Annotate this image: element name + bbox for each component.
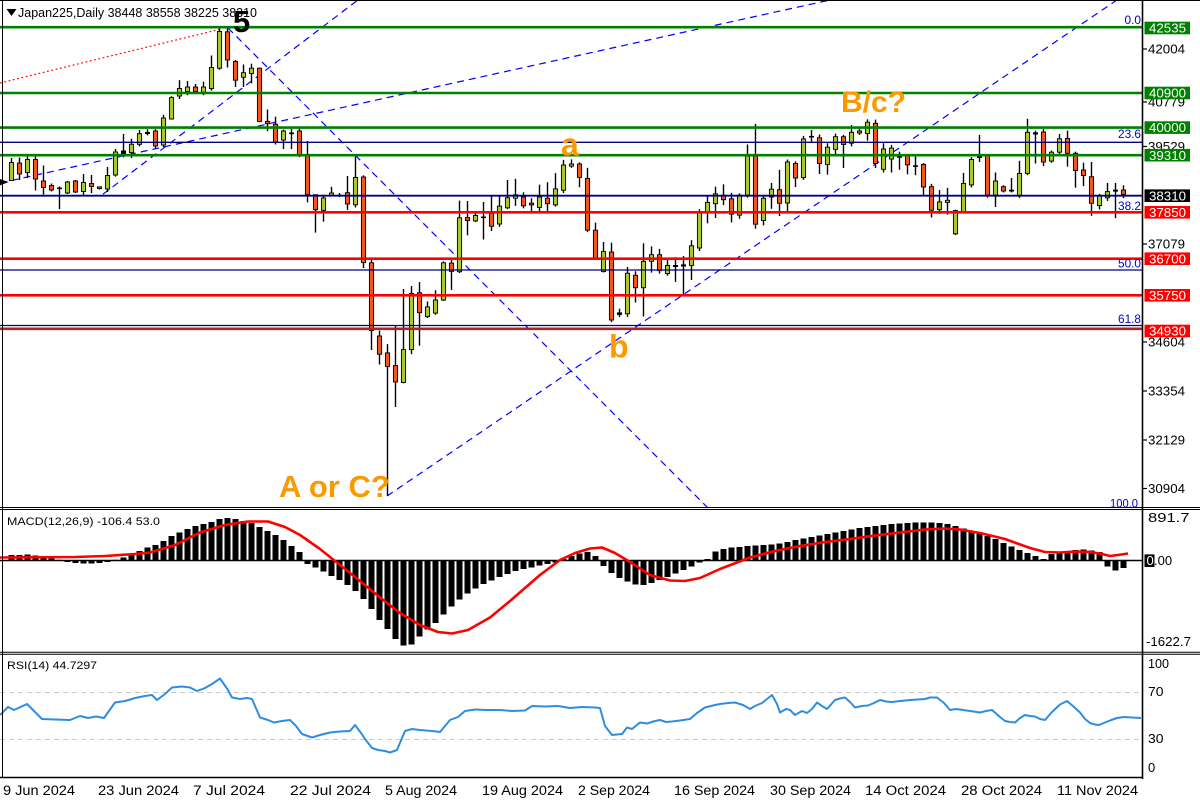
svg-text:A or C?: A or C? [279, 469, 390, 504]
svg-text:33354: 33354 [1148, 384, 1185, 399]
svg-text:61.8: 61.8 [1118, 312, 1141, 326]
svg-text:39310: 39310 [1149, 148, 1186, 163]
svg-text:37850: 37850 [1149, 205, 1186, 220]
svg-text:.00: .00 [1154, 553, 1172, 568]
svg-text:37079: 37079 [1148, 237, 1185, 252]
svg-text:22 Jul 2024: 22 Jul 2024 [290, 783, 372, 798]
svg-text:5 Aug 2024: 5 Aug 2024 [385, 783, 458, 798]
svg-text:34604: 34604 [1148, 335, 1185, 350]
svg-text:30904: 30904 [1148, 481, 1185, 496]
svg-text:16 Sep 2024: 16 Sep 2024 [674, 783, 756, 798]
svg-text:0: 0 [1148, 760, 1155, 775]
svg-text:7 Jul 2024: 7 Jul 2024 [193, 783, 266, 798]
svg-text:34930: 34930 [1149, 324, 1186, 339]
svg-text:40900: 40900 [1149, 86, 1186, 101]
svg-text:5: 5 [233, 4, 250, 39]
svg-text:36700: 36700 [1149, 251, 1186, 266]
svg-text:23.6: 23.6 [1118, 127, 1141, 141]
svg-text:b: b [609, 329, 629, 365]
svg-text:MACD(12,26,9) -106.4 53.0: MACD(12,26,9) -106.4 53.0 [7, 516, 160, 528]
svg-text:11 Nov 2024: 11 Nov 2024 [1057, 783, 1139, 798]
svg-text:30 Sep 2024: 30 Sep 2024 [770, 783, 852, 798]
svg-text:38310: 38310 [1149, 188, 1186, 203]
svg-text:14 Oct 2024: 14 Oct 2024 [865, 783, 947, 798]
svg-text:a: a [561, 127, 579, 163]
svg-text:50.0: 50.0 [1118, 257, 1141, 271]
svg-text:-1622.7: -1622.7 [1146, 634, 1191, 649]
svg-text:RSI(14) 44.7297: RSI(14) 44.7297 [7, 660, 97, 672]
svg-text:42004: 42004 [1148, 42, 1185, 57]
svg-text:19 Aug 2024: 19 Aug 2024 [482, 783, 564, 798]
svg-text:35750: 35750 [1149, 288, 1186, 303]
svg-text:40000: 40000 [1149, 120, 1186, 135]
svg-text:32129: 32129 [1148, 433, 1185, 448]
svg-text:0: 0 [1147, 553, 1154, 568]
svg-text:891.7: 891.7 [1148, 510, 1190, 525]
svg-text:38.2: 38.2 [1118, 199, 1141, 213]
svg-text:Japan225,Daily 38448 38558 38: Japan225,Daily 38448 38558 38225 38310 [18, 6, 257, 20]
svg-text:2 Sep 2024: 2 Sep 2024 [578, 783, 651, 798]
svg-text:30: 30 [1148, 731, 1164, 746]
svg-text:100: 100 [1148, 656, 1169, 671]
svg-text:70: 70 [1148, 684, 1164, 699]
svg-text:23 Jun 2024: 23 Jun 2024 [98, 783, 180, 798]
svg-text:42535: 42535 [1149, 21, 1186, 36]
svg-text:0.0: 0.0 [1125, 13, 1142, 27]
svg-text:B/c?: B/c? [841, 86, 906, 119]
svg-text:28 Oct 2024: 28 Oct 2024 [961, 783, 1043, 798]
svg-text:100.0: 100.0 [1110, 497, 1138, 511]
svg-text:9 Jun 2024: 9 Jun 2024 [3, 783, 76, 798]
